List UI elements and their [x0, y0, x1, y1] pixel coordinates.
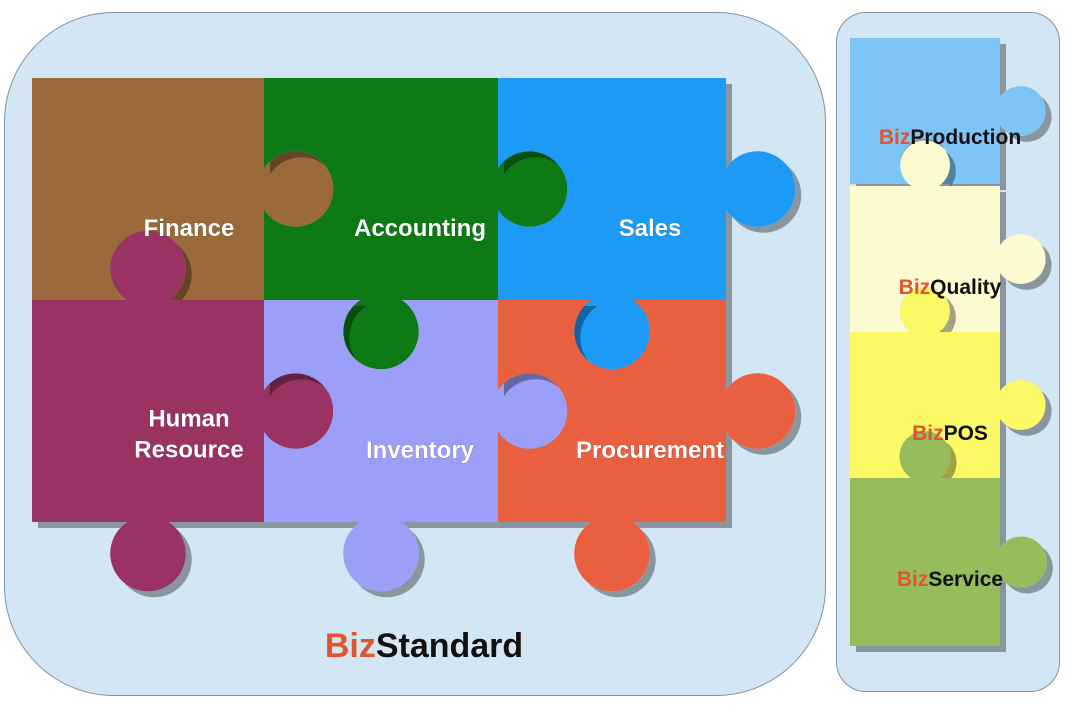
label-pos-prefix: Biz: [912, 422, 944, 445]
label-pos: BizPOS: [912, 422, 988, 445]
puzzle-piece-procurement: [498, 300, 796, 592]
label-procurement: Procurement: [576, 437, 724, 464]
label-production: BizProduction: [879, 126, 1021, 149]
puzzle-piece-service: [850, 431, 1047, 646]
label-quality-prefix: Biz: [899, 276, 931, 299]
label-quality: BizQuality: [899, 276, 1002, 299]
puzzle-piece-sales: [498, 78, 796, 370]
label-human-resource-line2: Resource: [134, 437, 243, 464]
puzzle-piece-pos: [850, 286, 1046, 478]
puzzle-piece-human-resource: [32, 230, 334, 592]
label-service: BizService: [897, 568, 1003, 591]
label-accounting: Accounting: [354, 215, 486, 242]
puzzle-piece-production: [850, 38, 1046, 184]
label-service-suffix: Service: [928, 568, 1003, 591]
label-service-prefix: Biz: [897, 568, 929, 591]
label-sales: Sales: [619, 215, 682, 242]
label-production-suffix: Production: [910, 126, 1021, 149]
puzzle-piece-accounting: [264, 78, 568, 370]
label-production-prefix: Biz: [879, 126, 911, 149]
label-inventory: Inventory: [366, 437, 475, 464]
label-human-resource-line1: Human: [148, 406, 229, 433]
label-quality-suffix: Quality: [930, 276, 1002, 299]
puzzle-piece-inventory: [264, 300, 568, 592]
puzzle-piece-quality: [850, 140, 1046, 332]
label-finance: Finance: [144, 215, 235, 242]
label-pos-suffix: POS: [944, 422, 988, 445]
puzzle-piece-finance: [32, 78, 334, 300]
